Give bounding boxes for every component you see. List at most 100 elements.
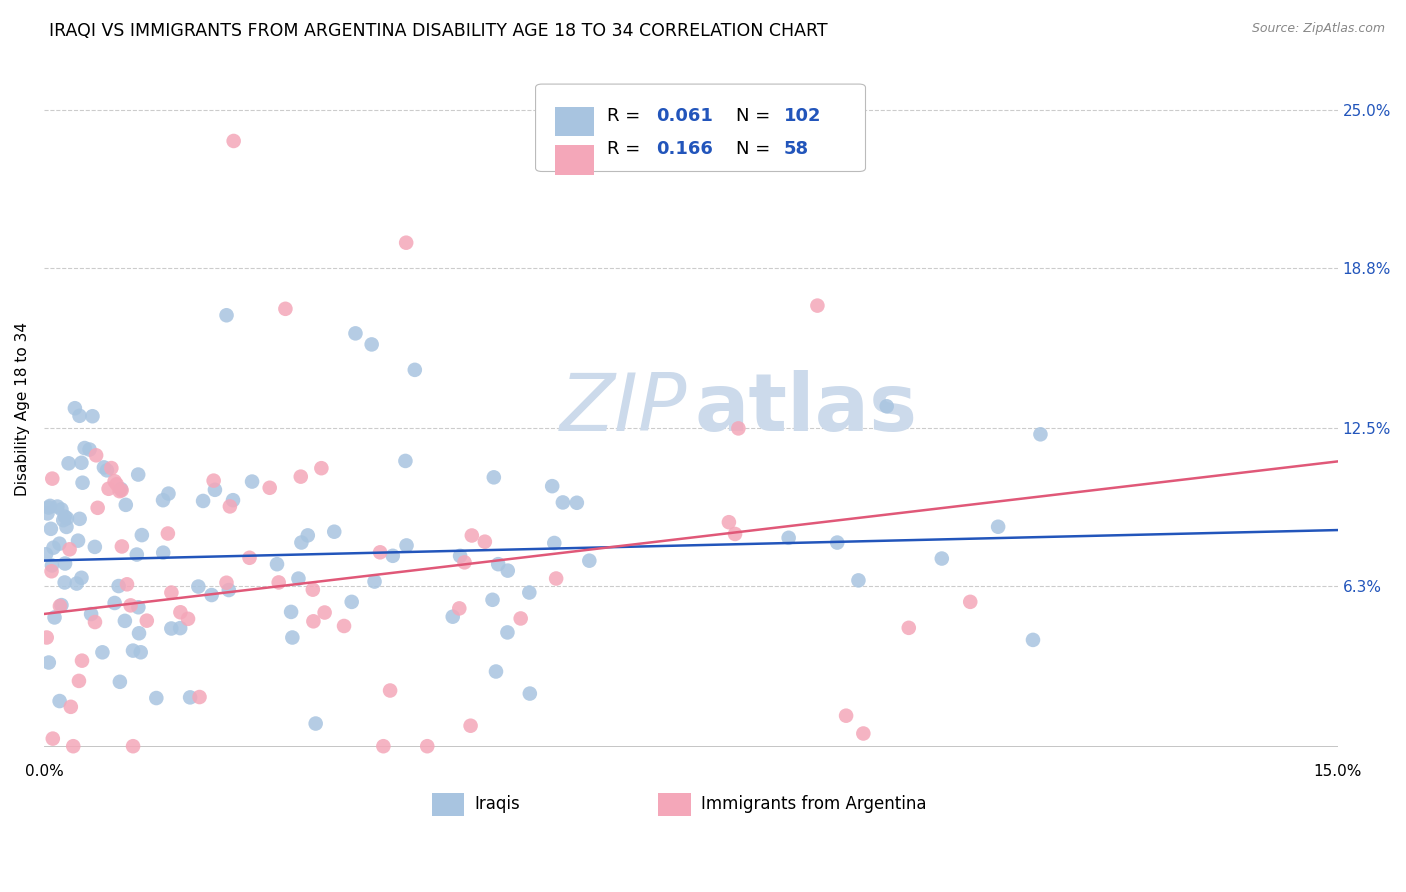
Bar [555,145,593,175]
Point [93,460,115,475]
Point [44,610,66,624]
Point [63,401,86,416]
Point [177,612,200,626]
Point [114,498,136,512]
Point [156,526,179,541]
Point [340,595,363,609]
Point [486,557,509,571]
Point [100,461,122,475]
Point [290,535,312,549]
Point [79,442,101,457]
Point [108,674,131,689]
Point [56,511,79,525]
Point [51,598,73,612]
Point [42,541,65,555]
Point [39,522,62,536]
Point [69,409,91,423]
Point [41,472,63,486]
Point [496,564,519,578]
Point [578,554,600,568]
Point [104,475,127,489]
Point [517,585,540,599]
Point [215,575,238,590]
Point [91,645,114,659]
Point [152,493,174,508]
Point [546,572,568,586]
Point [120,599,142,613]
Point [287,572,309,586]
Point [551,495,574,509]
Point [240,475,263,489]
Text: Iraqis: Iraqis [475,796,520,814]
Point [281,631,304,645]
Point [959,595,981,609]
Point [41,564,63,578]
Point [378,683,401,698]
Point [152,546,174,560]
Point [481,592,503,607]
Point [52,513,75,527]
Point [83,540,105,554]
Point [53,509,76,524]
Point [449,549,471,563]
Point [70,456,93,470]
Point [394,454,416,468]
Point [485,665,508,679]
Text: ZIP: ZIP [560,370,688,449]
Point [72,475,94,490]
Point [373,739,395,754]
Point [274,301,297,316]
Point [187,580,209,594]
Point [482,470,505,484]
Point [59,699,82,714]
Point [778,531,800,545]
Point [1022,632,1045,647]
Point [416,739,439,754]
Point [67,673,90,688]
Point [128,626,150,640]
Point [305,716,328,731]
Point [301,582,323,597]
Point [835,708,858,723]
Point [179,690,201,705]
Point [215,308,238,322]
Point [848,574,870,588]
Point [107,579,129,593]
Point [219,500,242,514]
Point [69,512,91,526]
Point [311,461,333,475]
Point [191,494,214,508]
Point [66,576,89,591]
Point [727,421,749,435]
Point [35,547,58,561]
Text: N =: N = [737,141,776,159]
Point [86,500,108,515]
Point [38,500,60,515]
Point [717,515,740,529]
Point [38,656,60,670]
Point [42,731,65,746]
Point [58,542,80,557]
Point [449,601,471,615]
Point [127,600,149,615]
Point [222,134,245,148]
Point [115,577,138,591]
Point [543,536,565,550]
Point [461,528,484,542]
Text: R =: R = [607,107,645,125]
Text: 0.166: 0.166 [655,141,713,159]
Point [160,622,183,636]
Point [509,611,531,625]
Point [202,474,225,488]
Point [96,463,118,477]
Point [169,605,191,619]
Point [46,500,69,514]
Point [110,483,132,498]
Point [404,363,426,377]
Point [160,585,183,599]
Point [204,483,226,497]
Point [825,535,848,549]
Point [368,545,391,559]
Point [48,536,70,550]
Bar [555,107,593,136]
